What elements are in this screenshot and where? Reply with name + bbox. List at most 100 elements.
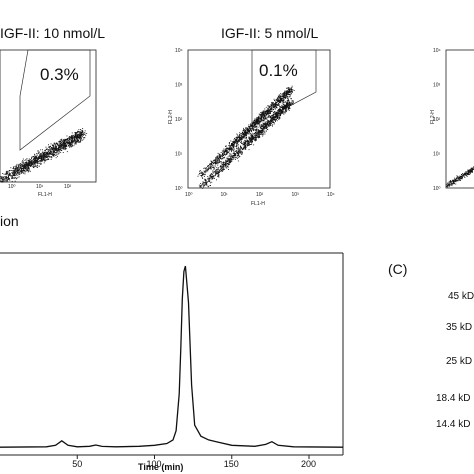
flow-left-point: [58, 149, 59, 151]
flow-middle-point: [290, 92, 292, 94]
flow-middle-point: [223, 165, 224, 166]
flow-middle-point: [256, 124, 258, 126]
flow-middle-point: [276, 101, 278, 103]
flow-right-point: [471, 170, 472, 171]
flow-middle-point: [240, 152, 242, 154]
flow-middle-point: [216, 170, 218, 172]
flow-left-point: [1, 177, 3, 179]
flow-left-point: [82, 139, 84, 141]
flow-left-point: [48, 159, 50, 160]
flow-left-point: [38, 157, 40, 158]
flow-middle-point: [214, 170, 216, 172]
flow-left-point: [59, 142, 60, 144]
flow-left-point: [42, 149, 43, 151]
flow-left-point: [30, 163, 32, 165]
flow-left-point: [68, 144, 70, 146]
flow-middle-point: [202, 173, 204, 175]
flow-middle-point: [268, 105, 270, 107]
flow-middle-point: [250, 137, 252, 139]
flow-middle-point: [262, 129, 264, 130]
flow-left-point: [7, 171, 9, 172]
flow-left-point: [55, 154, 56, 156]
flow-middle-point: [253, 120, 255, 121]
flow-left-point: [43, 162, 45, 164]
flow-middle-point: [282, 110, 284, 112]
flow-left-point: [51, 152, 53, 154]
flow-left-point: [56, 148, 58, 150]
flow-left-point: [26, 167, 27, 169]
flow-middle-point: [240, 138, 242, 140]
flow-middle-point: [248, 145, 250, 146]
flow-middle-point: [245, 146, 247, 148]
flow-right-point: [469, 169, 471, 170]
flow-middle-point: [213, 172, 215, 174]
flow-left-gate: [19, 49, 91, 151]
flow-left-point: [33, 159, 35, 161]
flow-middle-point: [217, 170, 218, 172]
flow-right-point: [467, 169, 469, 171]
flow-left-point: [47, 156, 49, 158]
flow-left-point: [41, 158, 43, 160]
flow-left-point: [15, 167, 17, 169]
flow-middle-point: [271, 110, 273, 112]
flow-right-point: [470, 169, 472, 170]
flow-middle-point: [277, 109, 279, 111]
flow-middle-point: [238, 138, 240, 140]
flow-left-point: [29, 168, 30, 170]
flow-left-point: [11, 180, 13, 182]
flow-left-point: [23, 167, 24, 168]
flow-left-point: [39, 156, 41, 158]
flow-middle-point: [254, 126, 256, 128]
flow-left-point: [77, 134, 79, 136]
flow-middle-point: [278, 118, 280, 120]
flow-left-point: [79, 138, 81, 140]
flow-middle-point: [286, 94, 287, 96]
flow-left-point: [4, 177, 6, 179]
flow-middle-point: [215, 172, 217, 174]
flow-middle-point: [241, 136, 243, 138]
flow-left-point: [70, 145, 72, 147]
flow-middle-point: [240, 141, 242, 143]
flow-middle-point: [265, 116, 266, 118]
flow-middle-point: [277, 96, 279, 98]
flow-middle-point: [236, 140, 238, 142]
flow-left-point: [1, 176, 3, 178]
flow-middle-point: [263, 120, 265, 122]
flow-left-point: [4, 178, 6, 180]
flow-left-point: [39, 157, 41, 159]
flow-middle-point: [257, 121, 259, 123]
flow-left-point: [63, 146, 65, 147]
flow-middle-point: [275, 101, 276, 103]
flow-middle-point: [259, 129, 261, 131]
flow-middle-point: [279, 96, 281, 98]
flow-left-point: [47, 154, 49, 156]
flow-middle-point: [258, 115, 260, 117]
flow-right-point: [453, 181, 455, 182]
flow-left-point: [47, 149, 49, 151]
flow-middle-point: [258, 130, 260, 131]
flow-middle-point: [272, 104, 274, 106]
flow-middle-point: [275, 99, 277, 100]
flow-middle-point: [248, 137, 250, 139]
flow-middle-point: [263, 125, 265, 126]
flow-middle-point: [206, 183, 207, 184]
flow-left-point: [40, 156, 42, 158]
flow-middle-point: [262, 124, 264, 126]
flow-middle-point: [216, 173, 218, 175]
flow-middle-point: [268, 124, 270, 126]
flow-left-point: [82, 128, 84, 129]
flow-right-point: [463, 174, 465, 176]
flow-middle-point: [260, 113, 262, 115]
flow-left-point: [49, 156, 51, 158]
flow-middle-point: [276, 104, 278, 105]
flow-middle-point: [226, 147, 227, 149]
flow-left-point: [21, 163, 23, 165]
flow-middle-point: [273, 119, 275, 121]
flow-middle-point: [281, 105, 283, 107]
flow-middle-point: [284, 94, 286, 96]
flow-middle-point: [280, 93, 281, 95]
flow-middle-point: [242, 136, 244, 138]
flow-middle-point: [287, 93, 289, 95]
flow-middle-point: [268, 112, 270, 114]
